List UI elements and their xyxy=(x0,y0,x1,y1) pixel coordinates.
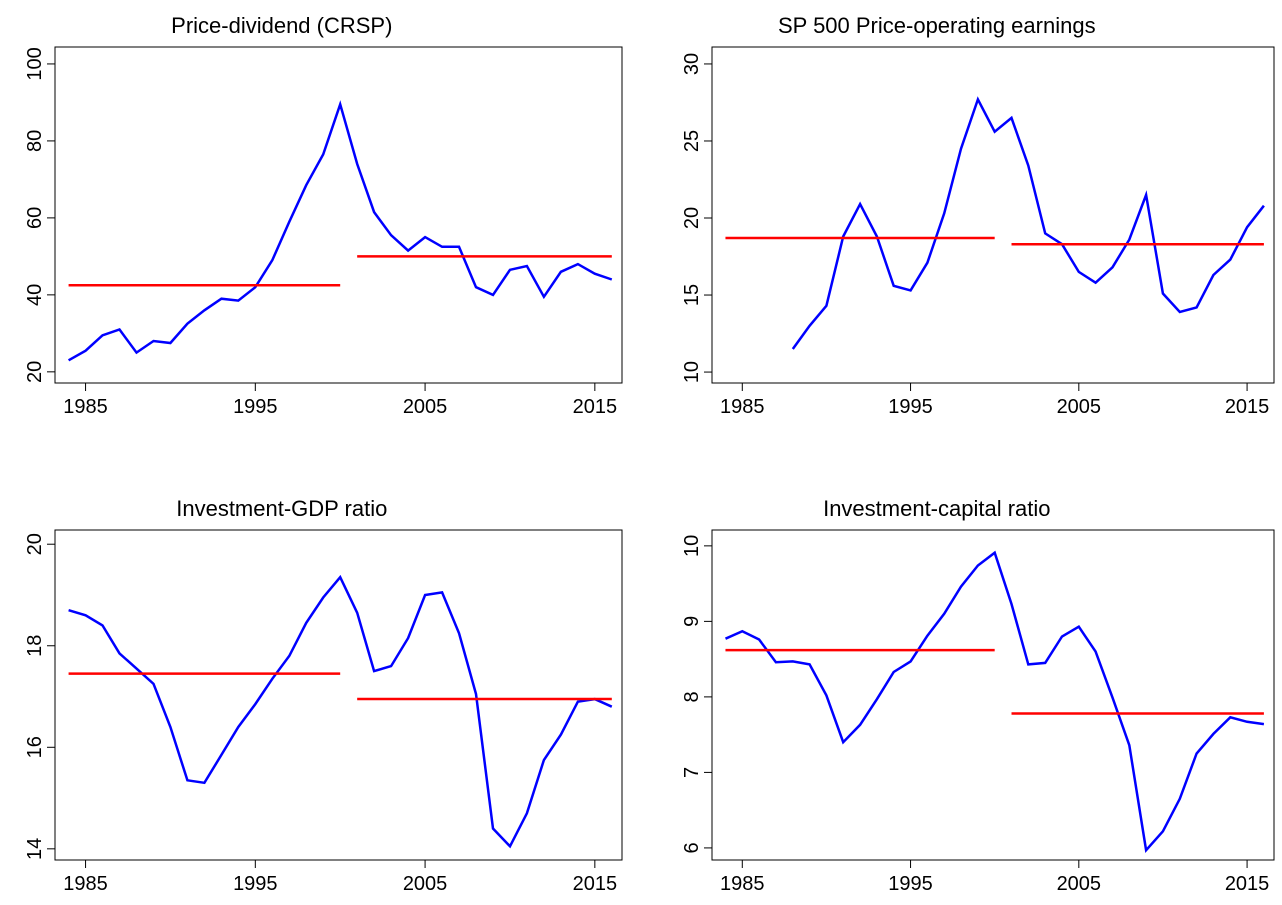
chart-title: Investment-capital ratio xyxy=(823,496,1050,521)
x-tick-label: 2015 xyxy=(573,873,618,895)
x-tick-label: 2005 xyxy=(1057,396,1102,418)
y-tick-label: 10 xyxy=(681,535,703,557)
chart-title: Price-dividend (CRSP) xyxy=(171,13,392,38)
x-tick-label: 1995 xyxy=(888,873,933,895)
y-tick-label: 80 xyxy=(24,130,46,152)
x-tick-label: 2015 xyxy=(1225,396,1270,418)
y-tick-label: 30 xyxy=(681,53,703,75)
data-line xyxy=(67,100,613,362)
plot-frame xyxy=(54,529,623,861)
x-tick-label: 2005 xyxy=(1057,873,1102,895)
y-tick-label: 20 xyxy=(24,533,46,555)
y-tick-label: 8 xyxy=(681,691,703,702)
plot-frame xyxy=(711,529,1275,861)
data-line xyxy=(724,550,1265,854)
x-tick-label: 1985 xyxy=(63,873,108,895)
y-tick-label: 7 xyxy=(681,767,703,778)
data-line xyxy=(791,96,1265,350)
y-tick-label: 6 xyxy=(681,842,703,853)
x-tick-label: 1995 xyxy=(233,873,278,895)
x-tick-label: 1985 xyxy=(63,396,108,418)
data-line xyxy=(68,574,613,849)
y-tick-label: 9 xyxy=(681,616,703,627)
y-tick-label: 100 xyxy=(24,47,46,80)
chart-title: SP 500 Price-operating earnings xyxy=(778,13,1096,38)
x-tick-label: 1995 xyxy=(888,396,933,418)
y-tick-label: 16 xyxy=(24,736,46,758)
y-tick-label: 20 xyxy=(24,361,46,383)
chart-title: Investment-GDP ratio xyxy=(176,496,387,521)
x-tick-label: 2005 xyxy=(403,396,448,418)
x-tick-label: 1995 xyxy=(233,396,278,418)
x-tick-label: 1985 xyxy=(720,396,765,418)
plot-frame xyxy=(711,46,1275,384)
plot-frame xyxy=(54,46,623,384)
x-tick-label: 2015 xyxy=(1225,873,1270,895)
y-tick-label: 25 xyxy=(681,130,703,152)
y-tick-label: 20 xyxy=(681,207,703,229)
y-tick-label: 60 xyxy=(24,207,46,229)
y-tick-label: 14 xyxy=(24,838,46,860)
y-tick-label: 18 xyxy=(24,635,46,657)
y-tick-label: 15 xyxy=(681,284,703,306)
x-tick-label: 2005 xyxy=(403,873,448,895)
x-tick-label: 1985 xyxy=(720,873,765,895)
y-tick-label: 40 xyxy=(24,284,46,306)
y-tick-label: 10 xyxy=(681,361,703,383)
x-tick-label: 2015 xyxy=(573,396,618,418)
